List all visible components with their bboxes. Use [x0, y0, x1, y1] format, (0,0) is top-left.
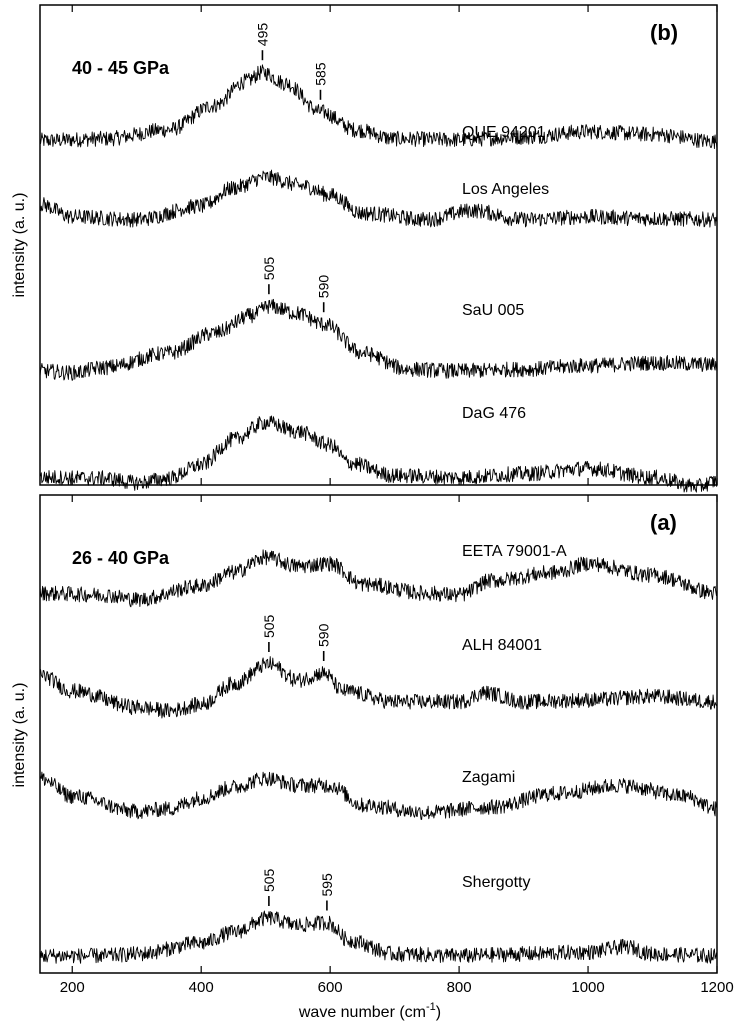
peak-label-590: 590 [316, 275, 332, 299]
peak-label-595: 595 [319, 873, 335, 897]
peak-label-505: 505 [261, 614, 277, 638]
spectrum-que-94201 [39, 64, 718, 150]
x-tick-label: 200 [60, 979, 85, 996]
x-tick-label: 1000 [571, 979, 604, 996]
peak-label-505: 505 [261, 868, 277, 892]
series-label: EETA 79001-A [462, 543, 567, 560]
y-axis-label: intensity (a. u.) [11, 193, 28, 298]
peak-label-585: 585 [312, 62, 328, 86]
plot-frame-a [39, 494, 718, 974]
spectrum-eeta-79001-a [39, 549, 718, 608]
spectrum-los-angeles [39, 169, 718, 228]
series-label: SaU 005 [462, 302, 524, 319]
series-label: Los Angeles [462, 181, 549, 198]
y-axis-label: intensity (a. u.) [11, 683, 28, 788]
x-axis-label: wave number (cm-1) [298, 1001, 441, 1021]
series-label: QUE 94201 [462, 124, 546, 141]
plot-frame-b [39, 4, 718, 486]
peak-label-590: 590 [316, 623, 332, 647]
x-tick-label: 800 [447, 979, 472, 996]
x-tick-label: 1200 [700, 979, 733, 996]
series-label: ALH 84001 [462, 637, 542, 654]
spectrum-dag-476 [39, 415, 718, 493]
pressure-label: 26 - 40 GPa [72, 548, 170, 568]
pressure-label: 40 - 45 GPa [72, 58, 170, 78]
x-tick-label: 400 [189, 979, 214, 996]
series-label: DaG 476 [462, 405, 526, 422]
peak-label-495: 495 [254, 23, 270, 47]
x-tick-label: 600 [318, 979, 343, 996]
spectrum-alh-84001 [39, 656, 718, 719]
series-label: Zagami [462, 769, 515, 786]
spectrum-zagami [39, 771, 718, 820]
spectrum-shergotty [39, 910, 718, 964]
panel-label: (a) [650, 510, 677, 535]
panel-label: (b) [650, 20, 678, 45]
peak-label-505: 505 [261, 257, 277, 281]
spectrum-sau-005 [39, 298, 718, 381]
series-label: Shergotty [462, 874, 530, 891]
